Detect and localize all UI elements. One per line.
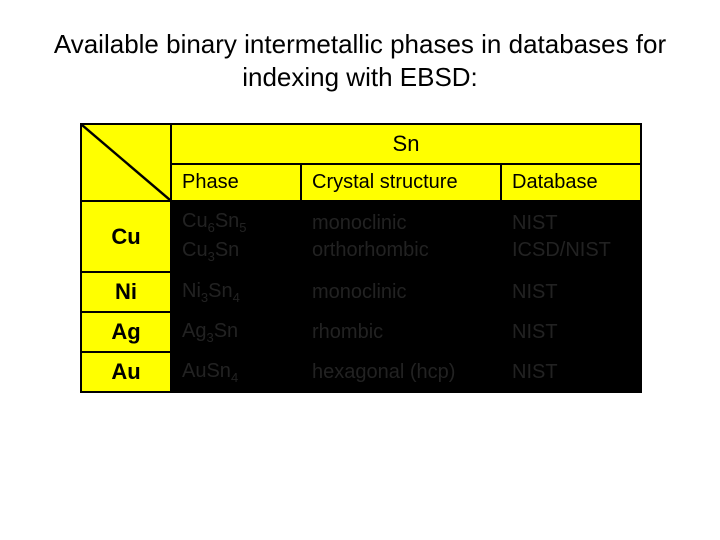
header-database: Database xyxy=(501,164,641,201)
slide-title: Available binary intermetallic phases in… xyxy=(40,28,680,93)
table-row: Ni Ni3Sn4 monoclinic NIST xyxy=(81,272,641,312)
phase-cell: AuSn4 xyxy=(171,352,301,392)
element-cell: Au xyxy=(81,352,171,392)
slide: Available binary intermetallic phases in… xyxy=(0,0,720,540)
database-cell: NIST xyxy=(501,312,641,352)
crystal-cell: monoclinicorthorhombic xyxy=(301,201,501,272)
header-sn: Sn xyxy=(171,124,641,164)
table-header-row-1: Sn xyxy=(81,124,641,164)
diagonal-line-icon xyxy=(82,125,170,200)
database-cell: NISTICSD/NIST xyxy=(501,201,641,272)
phase-cell: Cu6Sn5Cu3Sn xyxy=(171,201,301,272)
phase-table-wrap: Sn Phase Crystal structure Database Cu C… xyxy=(80,123,640,393)
element-cell: Ag xyxy=(81,312,171,352)
crystal-cell: rhombic xyxy=(301,312,501,352)
table-row: Cu Cu6Sn5Cu3Sn monoclinicorthorhombic NI… xyxy=(81,201,641,272)
element-cell: Cu xyxy=(81,201,171,272)
table-row: Ag Ag3Sn rhombic NIST xyxy=(81,312,641,352)
element-cell: Ni xyxy=(81,272,171,312)
crystal-cell: monoclinic xyxy=(301,272,501,312)
crystal-cell: hexagonal (hcp) xyxy=(301,352,501,392)
header-phase: Phase xyxy=(171,164,301,201)
phase-cell: Ag3Sn xyxy=(171,312,301,352)
header-crystal: Crystal structure xyxy=(301,164,501,201)
table-row: Au AuSn4 hexagonal (hcp) NIST xyxy=(81,352,641,392)
title-line-2: indexing with EBSD: xyxy=(242,62,478,92)
diagonal-cell xyxy=(81,124,171,201)
phase-cell: Ni3Sn4 xyxy=(171,272,301,312)
database-cell: NIST xyxy=(501,272,641,312)
database-cell: NIST xyxy=(501,352,641,392)
title-line-1: Available binary intermetallic phases in… xyxy=(54,29,666,59)
phase-table: Sn Phase Crystal structure Database Cu C… xyxy=(80,123,642,393)
